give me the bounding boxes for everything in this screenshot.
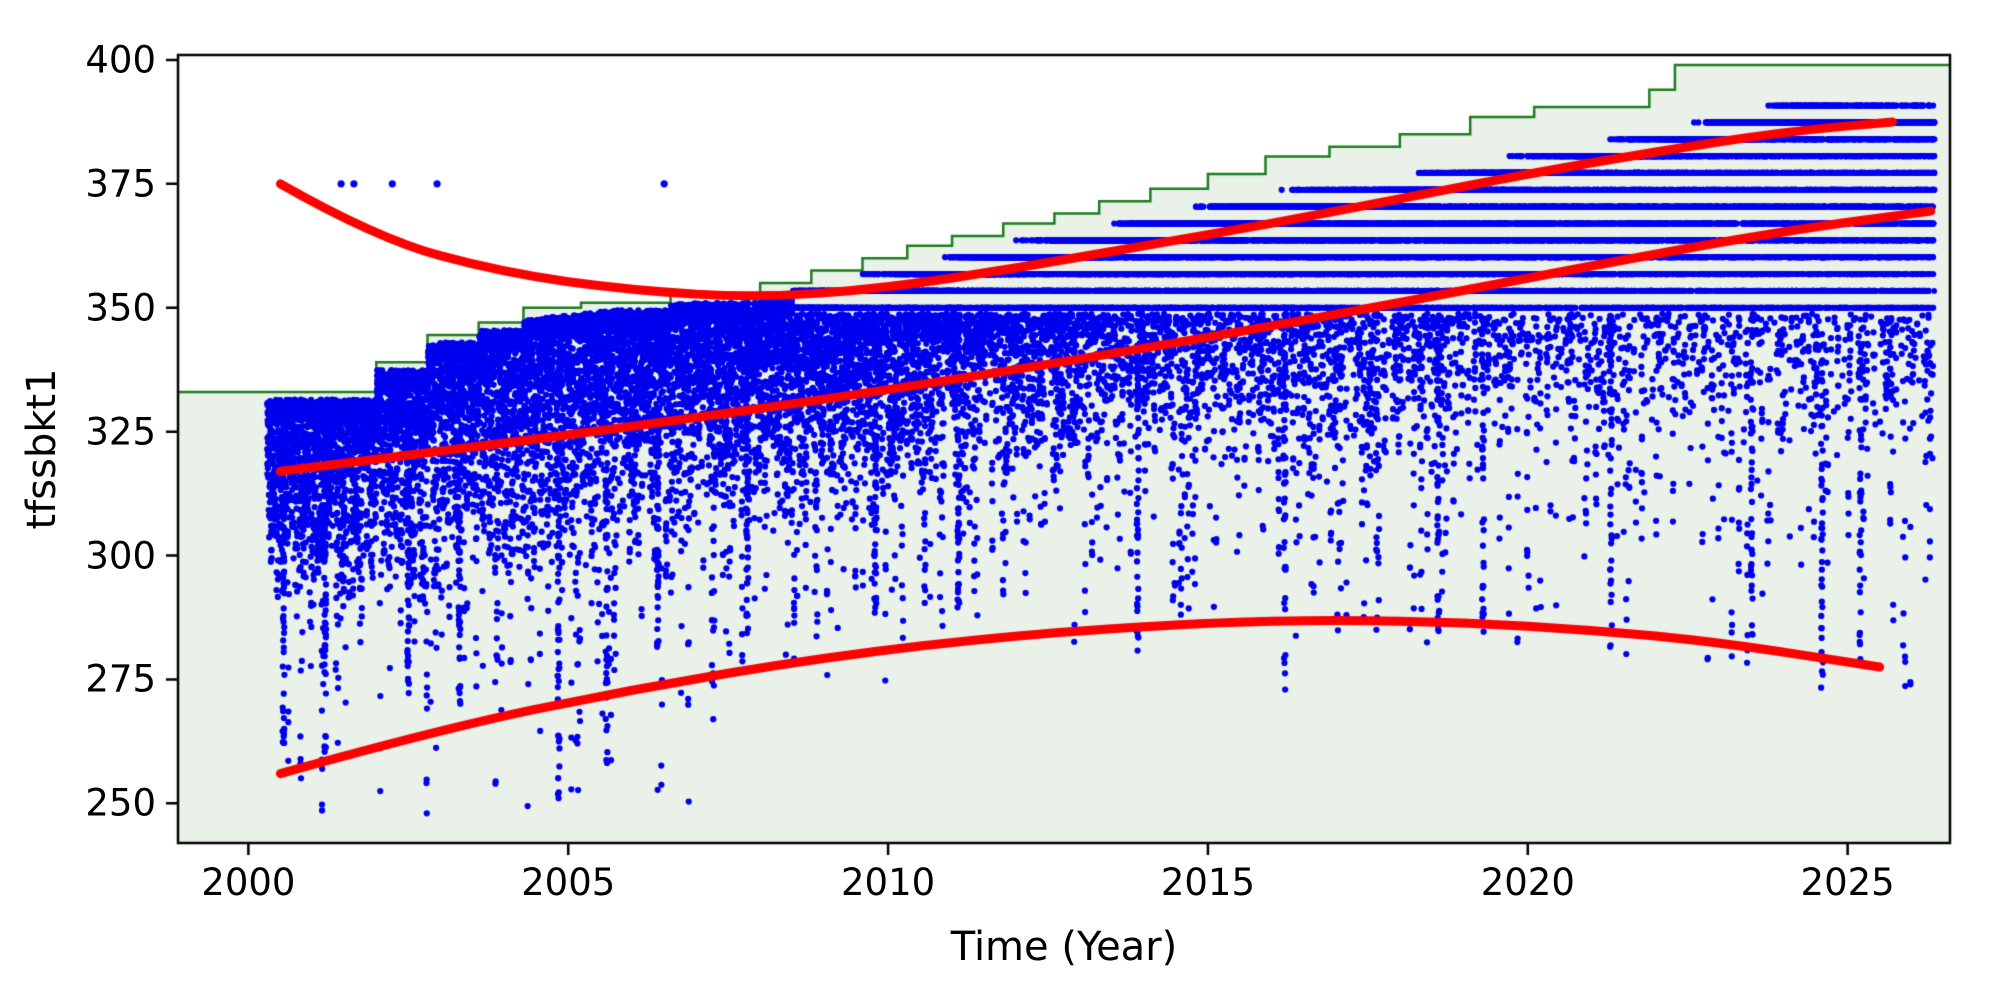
y-tick-label: 300 [85,534,156,578]
x-tick-label: 2010 [840,861,936,904]
y-tick-label: 250 [85,781,156,825]
x-tick-label: 2000 [201,861,296,904]
y-tick-label: 275 [85,657,156,701]
y-tick-label: 400 [85,38,156,82]
y-axis-label: tfssbkt1 [19,368,65,530]
x-tick-label: 2005 [521,861,616,904]
y-tick-label: 325 [85,410,156,454]
y-tick-label: 350 [85,286,156,330]
x-axis-label: Time (Year) [950,924,1178,970]
x-tick-label: 2020 [1480,861,1575,904]
y-tick-label: 375 [85,162,156,206]
x-tick-label: 2015 [1160,861,1256,904]
x-tick-label: 2025 [1800,861,1895,904]
